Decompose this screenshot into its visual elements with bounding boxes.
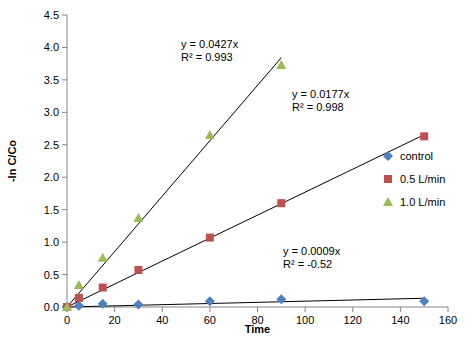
y-tick	[62, 242, 67, 243]
background	[0, 0, 472, 341]
x-tick	[400, 307, 401, 312]
data-point	[62, 302, 72, 311]
legend-marker	[384, 175, 392, 183]
legend-marker	[383, 151, 393, 161]
x-tick	[257, 307, 258, 312]
y-tick	[62, 15, 67, 16]
data-point	[98, 253, 108, 262]
data-point	[276, 60, 286, 69]
y-tick-label: 1.0	[44, 236, 59, 248]
x-tick-label: 60	[204, 314, 216, 326]
y-axis-title: -ln C/Co	[6, 140, 18, 182]
trendline	[67, 58, 281, 307]
data-point	[75, 294, 83, 302]
data-point	[420, 132, 428, 140]
x-tick-label: 100	[296, 314, 314, 326]
x-tick-label: 40	[156, 314, 168, 326]
data-point	[99, 284, 107, 292]
y-tick-label: 1.5	[44, 204, 59, 216]
x-tick	[352, 307, 353, 312]
data-point	[62, 302, 72, 312]
trendline-r2: R² = 0.993	[181, 51, 233, 63]
data-point	[98, 299, 108, 309]
y-tick	[62, 177, 67, 178]
x-tick	[305, 307, 306, 312]
x-tick	[209, 307, 210, 312]
trendline-r2: R² = -0.52	[283, 258, 332, 270]
y-tick-label: 3.5	[44, 74, 59, 86]
y-tick-label: 4.0	[44, 41, 59, 53]
y-tick	[62, 47, 67, 48]
legend-label: 0.5 L/min	[400, 173, 445, 185]
x-tick-label: 160	[439, 314, 457, 326]
x-axis-title: Time	[245, 323, 270, 335]
trendline	[67, 298, 424, 307]
chart: 0.00.51.01.52.02.53.03.54.04.50204060801…	[0, 0, 472, 341]
y-tick-label: 3.0	[44, 106, 59, 118]
y-tick-label: 0.5	[44, 269, 59, 281]
y-tick	[62, 209, 67, 210]
y-axis	[67, 15, 68, 307]
data-point	[277, 199, 285, 207]
data-point	[205, 296, 215, 306]
data-point	[74, 280, 84, 289]
data-point	[63, 303, 71, 311]
data-point	[206, 234, 214, 242]
data-point	[419, 296, 429, 306]
data-point	[133, 299, 143, 309]
x-tick-label: 140	[391, 314, 409, 326]
y-tick-label: 2.5	[44, 139, 59, 151]
trendline-equation: y = 0.0177x	[292, 88, 350, 100]
y-tick	[62, 112, 67, 113]
y-tick	[62, 274, 67, 275]
y-tick-label: 2.0	[44, 171, 59, 183]
trendline-equation: y = 0.0009x	[283, 245, 341, 257]
trendline-r2: R² = 0.998	[292, 101, 344, 113]
x-tick-label: 120	[344, 314, 362, 326]
x-tick-label: 0	[64, 314, 70, 326]
x-tick	[162, 307, 163, 312]
data-point	[205, 130, 215, 139]
data-point	[74, 301, 84, 311]
legend-label: 1.0 L/min	[400, 196, 445, 208]
y-tick-label: 4.5	[44, 9, 59, 21]
y-tick	[62, 79, 67, 80]
x-tick	[114, 307, 115, 312]
legend-label: control	[400, 150, 433, 162]
data-point	[276, 294, 286, 304]
trendline	[67, 135, 424, 307]
legend: control 0.5 L/min 1.0 L/min	[383, 150, 445, 208]
x-tick-label: 20	[109, 314, 121, 326]
y-tick	[62, 144, 67, 145]
x-tick	[448, 307, 449, 312]
y-tick-label: 0.0	[44, 301, 59, 313]
data-point	[133, 213, 143, 222]
legend-marker	[383, 197, 393, 206]
data-point	[134, 266, 142, 274]
trendline-equation: y = 0.0427x	[181, 38, 239, 50]
plot-area	[62, 58, 429, 312]
